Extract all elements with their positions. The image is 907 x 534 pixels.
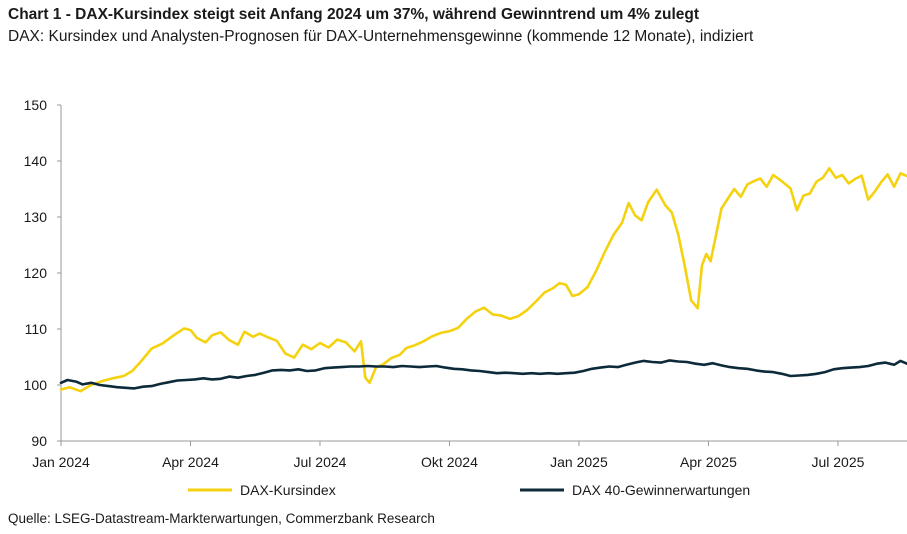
x-tick-label: Jul 2024: [294, 454, 347, 470]
series-lines: [59, 167, 907, 393]
source-note: Quelle: LSEG-Datastream-Markterwartungen…: [8, 511, 435, 526]
y-tick-label: 100: [24, 377, 48, 393]
series-line-gewinnerwartungen: [59, 359, 907, 390]
y-tick-label: 120: [24, 265, 48, 281]
y-tick-label: 140: [24, 153, 48, 169]
legend-label: DAX 40-Gewinnerwartungen: [572, 482, 750, 498]
x-tick-label: Okt 2024: [421, 454, 478, 470]
legend: DAX-Kursindex DAX 40-Gewinnerwartungen: [188, 482, 750, 498]
y-tick-label: 110: [25, 321, 48, 337]
chart-title: Chart 1 - DAX-Kursindex steigt seit Anfa…: [8, 6, 700, 23]
x-tick-label: Jul 2025: [811, 454, 864, 470]
x-tick-label: Jan 2025: [550, 454, 608, 470]
series-line-dax-kursindex: [59, 167, 907, 393]
axes: 90 100 110 120 130 140 150 Jan 2024 Apr 2024 Jul …: [24, 97, 907, 470]
y-tick-label: 130: [24, 209, 48, 225]
legend-label: DAX-Kursindex: [240, 482, 336, 498]
y-tick-label: 90: [31, 433, 47, 449]
chart-subtitle: DAX: Kursindex und Analysten-Prognosen f…: [8, 28, 754, 45]
x-tick-label: Jan 2024: [32, 454, 90, 470]
x-tick-label: Apr 2025: [680, 454, 737, 470]
x-tick-label: Apr 2024: [162, 454, 219, 470]
y-tick-label: 150: [24, 97, 48, 113]
